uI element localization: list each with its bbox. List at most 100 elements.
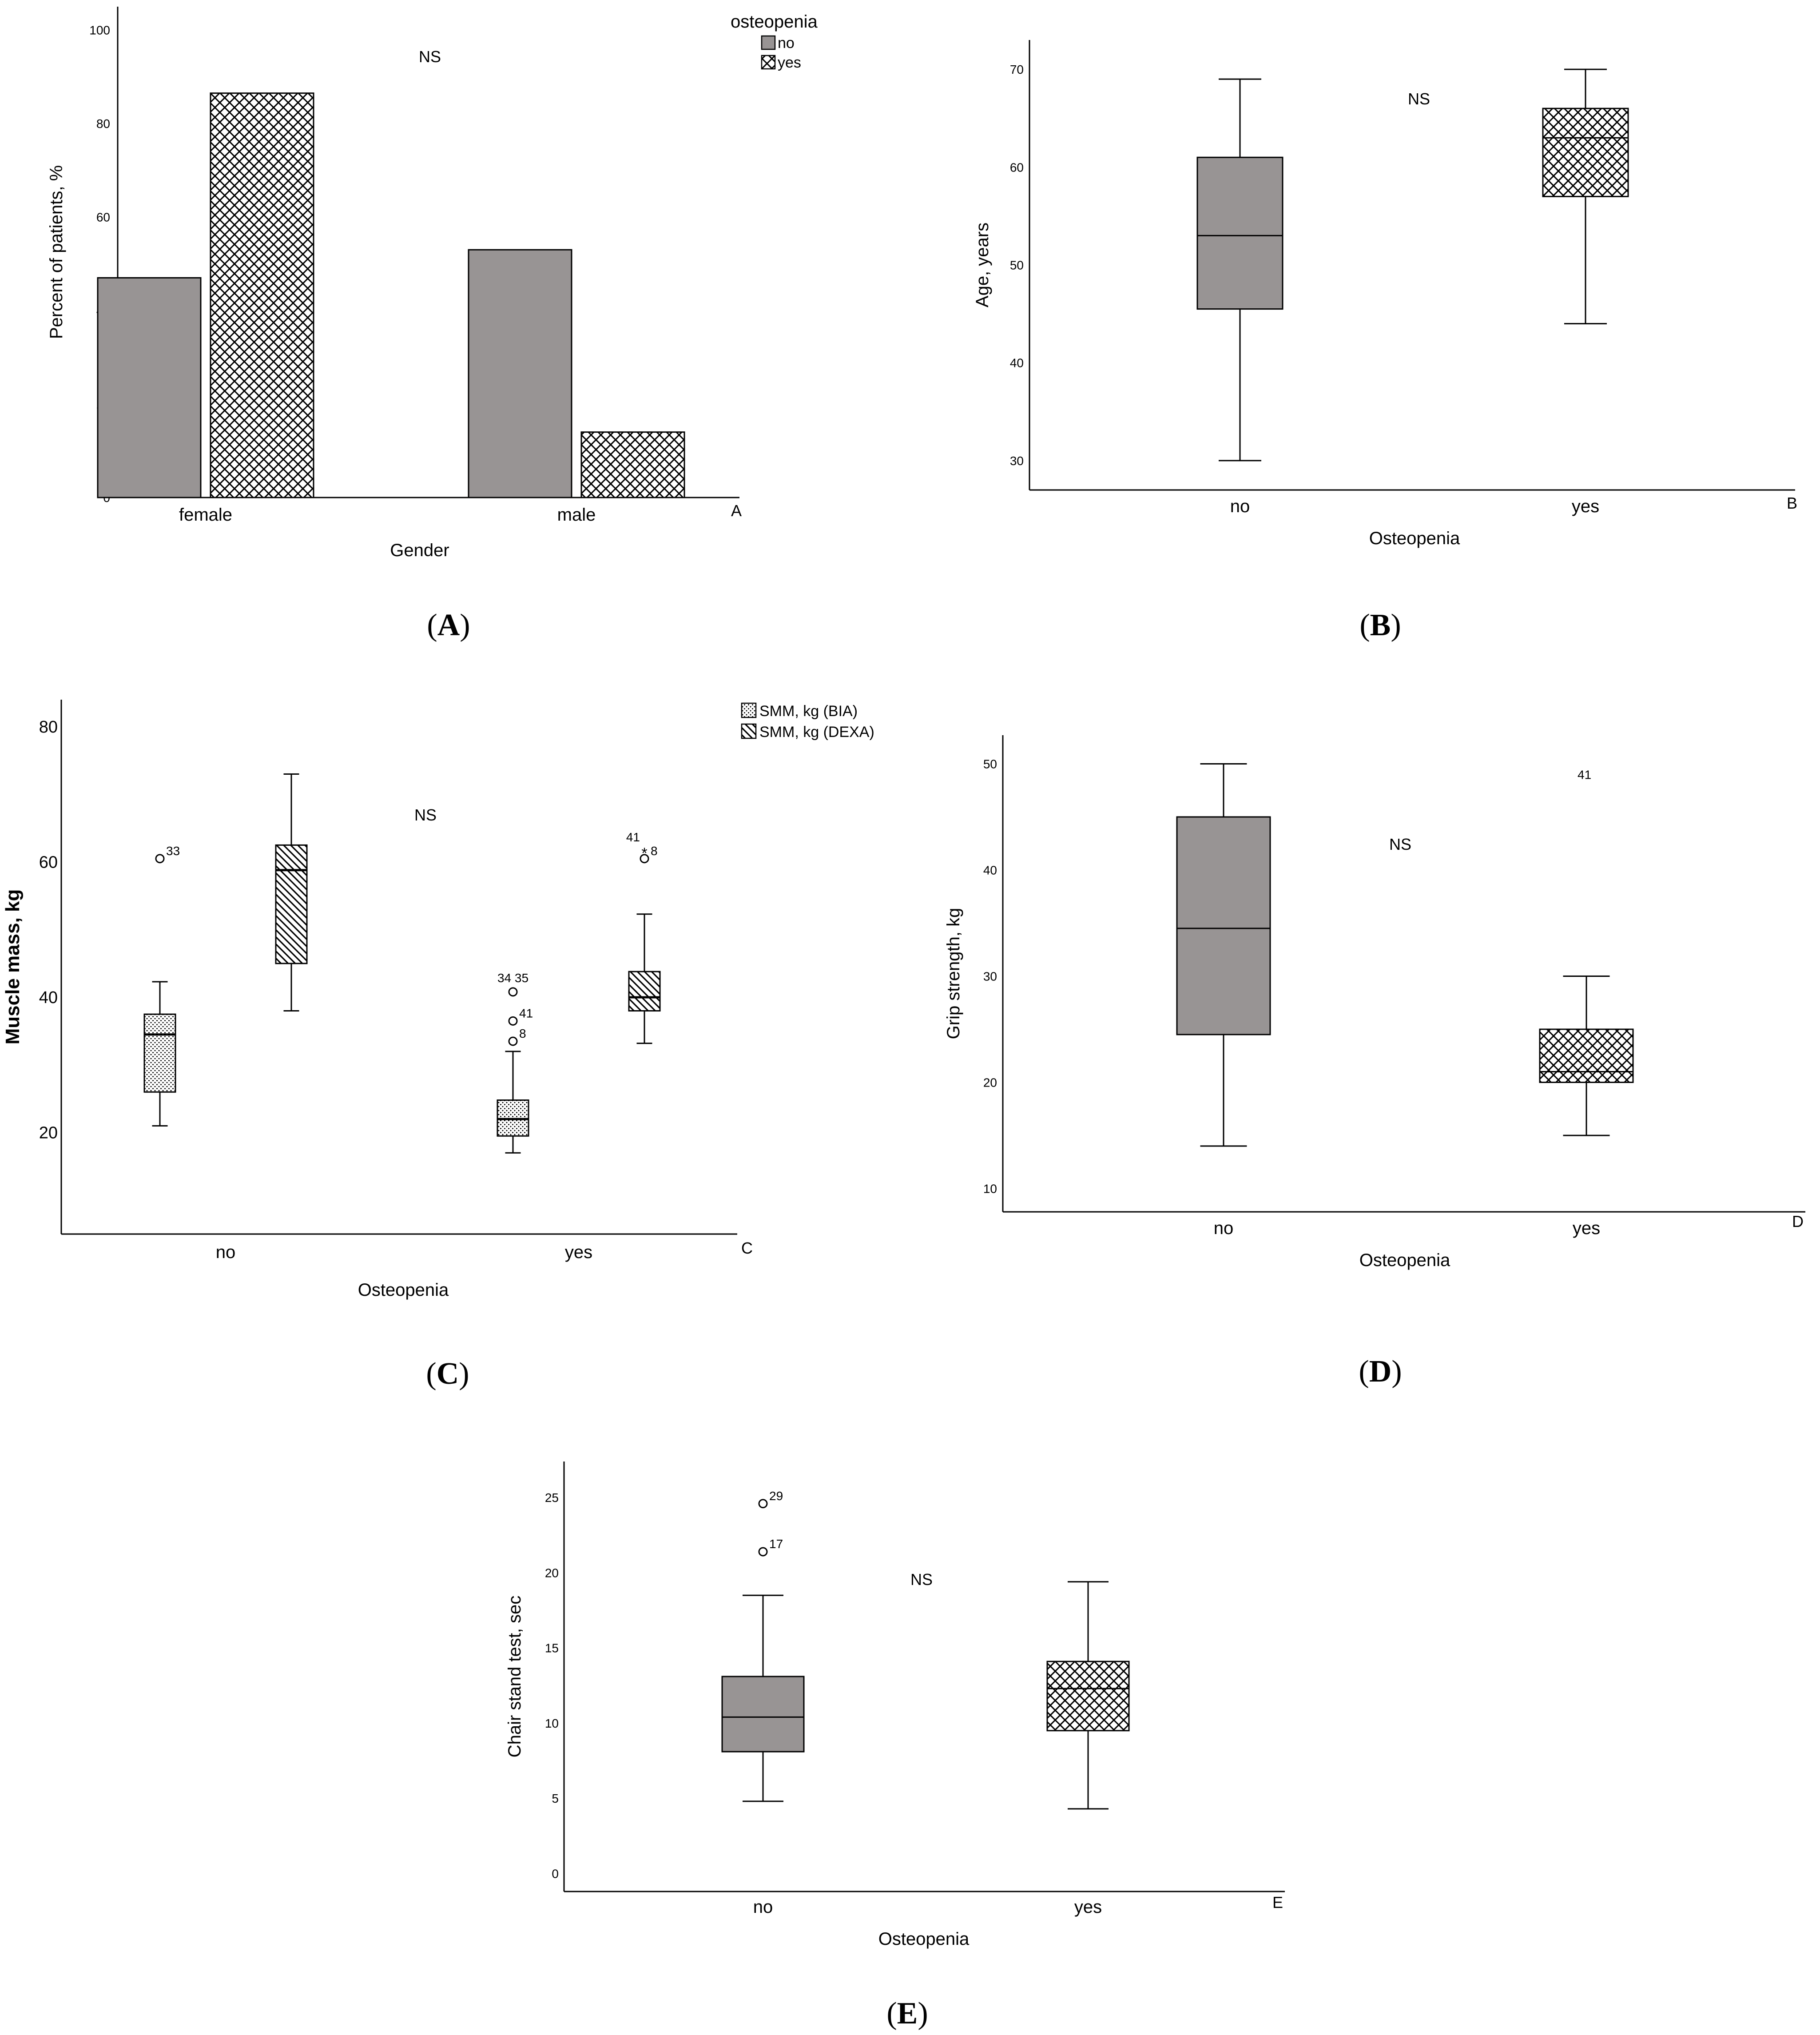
panel-caption-close: ) — [460, 608, 470, 642]
y-tick-label: 10 — [545, 1716, 559, 1730]
corner-label: C — [741, 1239, 753, 1257]
y-tick-label: 20 — [545, 1566, 559, 1580]
panel-caption-close: ) — [1391, 608, 1401, 642]
legend-title: osteopenia — [731, 12, 818, 32]
x-tick-label: yes — [1573, 1219, 1600, 1238]
x-axis-label: Osteopenia — [878, 1929, 970, 1949]
outlier-point — [508, 1036, 518, 1046]
box-iqr — [1539, 1028, 1634, 1083]
ns-annotation: NS — [1408, 90, 1430, 108]
box-no: 29 17 — [721, 1489, 805, 1802]
box-no-SMM, kg (DEXA) — [275, 773, 308, 1012]
y-tick-label: 40 — [39, 988, 58, 1007]
x-tick-label: yes — [1074, 1897, 1102, 1917]
ns-annotation: NS — [414, 806, 437, 824]
panel-caption-open: ( — [1359, 608, 1370, 642]
y-tick-label: 60 — [39, 853, 58, 872]
y-tick-label: 15 — [545, 1641, 559, 1655]
x-tick-label: no — [216, 1243, 236, 1262]
panel-caption-open: ( — [427, 608, 437, 642]
y-tick-label: 25 — [545, 1491, 559, 1505]
outlier-label: 34 35 — [497, 971, 529, 985]
panel-caption-close: ) — [459, 1357, 469, 1391]
chart-d: 10 20 30 40 50 no yes Osteopenia Grip strength, … — [944, 735, 1805, 1389]
x-axis-label: Osteopenia — [1359, 1250, 1450, 1270]
ns-annotation: NS — [1389, 835, 1411, 853]
y-axis-label: Muscle mass, kg — [2, 889, 24, 1045]
legend-entry: SMM, kg (BIA) — [759, 703, 858, 720]
box-iqr — [1196, 156, 1284, 310]
panel-caption-open: ( — [426, 1357, 436, 1391]
panel-caption-letter: B — [1370, 608, 1391, 642]
bar-no-male — [468, 249, 572, 498]
outlier-point — [508, 987, 518, 997]
panel-caption: (E) — [886, 1996, 928, 2031]
y-axis-label: Chair stand test, sec — [505, 1596, 525, 1758]
panel-caption-close: ) — [918, 1996, 928, 2031]
box-iqr — [275, 844, 308, 964]
outlier-point — [640, 854, 649, 864]
legend-swatch — [741, 702, 757, 718]
outlier-label: 17 — [769, 1537, 783, 1551]
x-tick-label: female — [179, 505, 232, 525]
x-tick-label: male — [557, 505, 596, 525]
legend-swatch — [741, 723, 757, 739]
outlier-point — [758, 1547, 768, 1557]
y-tick-label: 80 — [39, 718, 58, 737]
x-axis-label: Osteopenia — [358, 1280, 449, 1300]
x-tick-label: no — [1214, 1219, 1234, 1238]
legend-entry: SMM, kg (DEXA) — [759, 724, 874, 741]
y-tick-label: 5 — [552, 1792, 559, 1805]
y-tick-label: 10 — [983, 1182, 997, 1195]
x-tick-label: yes — [1572, 497, 1599, 516]
panel-caption-letter: E — [897, 1996, 918, 2031]
ns-annotation: NS — [419, 48, 441, 66]
legend-entry: yes — [778, 54, 801, 71]
box-iqr — [628, 971, 661, 1012]
y-tick-label: 0 — [552, 1867, 559, 1880]
bar-yes-male — [580, 431, 685, 498]
legend-swatch — [761, 35, 776, 50]
y-tick-label: 20 — [983, 1075, 997, 1089]
y-axis-label: Age, years — [973, 223, 992, 307]
outlier-label: 8 — [519, 1027, 526, 1040]
box-iqr — [1176, 816, 1271, 1035]
corner-label: A — [731, 502, 742, 520]
box-no-SMM, kg (BIA): 33 — [143, 844, 180, 1127]
x-tick-label: yes — [565, 1243, 592, 1262]
legend-entry: no — [778, 35, 795, 52]
panel-caption: (D) — [1359, 1354, 1402, 1389]
y-axis-label: Percent of patients, % — [47, 165, 66, 339]
legend-swatch — [761, 55, 776, 70]
panel-caption-letter: A — [437, 608, 460, 642]
y-tick-label: 100 — [89, 24, 110, 37]
panel-caption: (A) — [427, 608, 470, 642]
corner-label: E — [1272, 1893, 1283, 1912]
outlier-point — [508, 1016, 518, 1026]
bar-no-female — [97, 277, 202, 498]
panel-caption-open: ( — [886, 1996, 897, 2031]
y-tick-label: 80 — [96, 117, 110, 131]
ns-annotation: NS — [910, 1570, 933, 1589]
box-yes — [1046, 1581, 1130, 1810]
box-yes-SMM, kg (BIA): 34 35 41 8 — [497, 971, 533, 1154]
corner-label: D — [1792, 1212, 1804, 1231]
box-iqr — [143, 1013, 176, 1093]
box-no — [1176, 763, 1271, 1147]
box-iqr — [721, 1676, 805, 1752]
panel-caption-close: ) — [1391, 1354, 1402, 1389]
outlier-label: 8 — [651, 844, 658, 858]
outlier-point — [155, 854, 165, 864]
y-tick-label: 60 — [96, 211, 110, 224]
box-yes-SMM, kg (DEXA): *418 — [626, 830, 661, 1044]
outlier-label: 41 — [626, 830, 640, 844]
panel-caption: (B) — [1359, 608, 1401, 642]
y-axis-label: Grip strength, kg — [944, 908, 963, 1039]
chart-c: 20 40 60 80 no yes Osteopenia Muscle mass, kg NS… — [2, 700, 874, 1391]
outlier-label: 33 — [166, 844, 180, 858]
box-yes — [1542, 68, 1629, 325]
outlier-label: 41 — [1578, 768, 1591, 781]
y-tick-label: 40 — [983, 863, 997, 877]
outlier-label: 41 — [519, 1006, 533, 1020]
